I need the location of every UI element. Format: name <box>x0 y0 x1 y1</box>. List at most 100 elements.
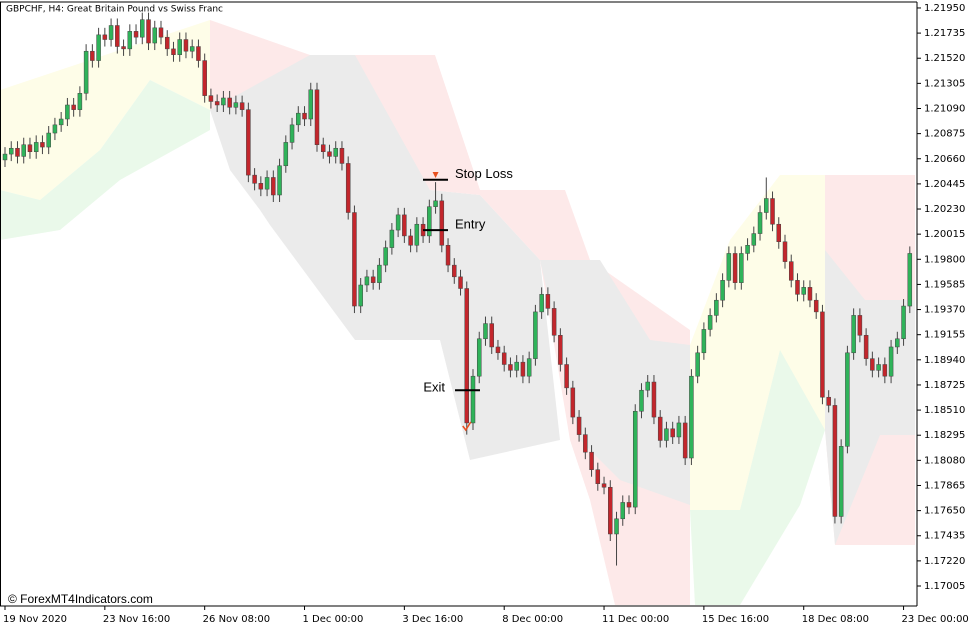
candle-body <box>345 163 351 213</box>
candle-body <box>558 335 563 365</box>
candle-body <box>33 142 39 152</box>
candle-body <box>189 46 195 52</box>
candle-body <box>757 212 763 234</box>
candle-body <box>183 39 189 52</box>
candle-body <box>102 34 108 40</box>
candle-body <box>2 153 8 161</box>
candle-body <box>333 147 338 157</box>
candle-body <box>870 358 875 371</box>
candle-body <box>65 104 70 120</box>
candle-body <box>96 34 101 61</box>
exit-check <box>462 421 472 432</box>
candle-body <box>838 446 844 517</box>
x-tick-label: 23 Dec 00:00 <box>902 614 969 625</box>
candle-body <box>470 375 476 424</box>
y-tick-label: 1.21090 <box>924 103 965 114</box>
candle-body <box>158 27 164 38</box>
y-tick-label: 1.19370 <box>924 305 965 316</box>
candle-body <box>152 27 158 44</box>
candle-body <box>857 315 863 336</box>
candle-body <box>608 486 613 535</box>
candle-body <box>414 223 420 246</box>
candle-body <box>533 311 538 359</box>
candle-body <box>695 352 700 377</box>
candle-body <box>645 381 650 391</box>
y-tick-label: 1.18295 <box>924 430 965 441</box>
candle-body <box>221 97 226 106</box>
candle-body <box>832 405 838 517</box>
candle-body <box>46 132 51 148</box>
candle-body <box>826 396 831 406</box>
candle-body <box>514 361 519 371</box>
y-tick-label: 1.21520 <box>924 53 965 64</box>
candle-body <box>140 19 145 38</box>
candle-body <box>83 50 89 94</box>
candle-body <box>751 233 757 246</box>
sell-arrow <box>432 172 439 178</box>
candle-body <box>664 428 669 441</box>
candle-body <box>21 144 26 157</box>
candle-body <box>632 411 638 508</box>
y-tick-label: 1.21950 <box>924 3 965 14</box>
candle-body <box>726 253 732 281</box>
x-tick-label: 8 Dec 00:00 <box>502 614 563 625</box>
y-tick-label: 1.20015 <box>924 229 965 240</box>
candle-body <box>314 89 320 145</box>
x-tick-label: 23 Nov 16:00 <box>103 614 170 625</box>
candle-body <box>339 147 345 164</box>
candle-body <box>526 358 532 377</box>
candle-body <box>71 104 76 110</box>
candle-body <box>27 144 33 152</box>
candle-body <box>302 112 307 120</box>
y-tick-label: 1.18510 <box>924 405 965 416</box>
y-tick-label: 1.18080 <box>924 455 965 466</box>
candle-body <box>395 214 401 231</box>
candle-body <box>895 338 900 348</box>
candle-body <box>452 264 457 278</box>
y-tick-label: 1.18940 <box>924 355 965 366</box>
candle-body <box>589 451 594 470</box>
candle-body <box>445 245 451 266</box>
candle-body <box>271 177 276 196</box>
candle-body <box>402 214 407 237</box>
y-tick-label: 1.17005 <box>924 581 965 592</box>
candle-body <box>614 518 619 535</box>
candle-body <box>352 212 357 307</box>
candle-body <box>252 174 257 184</box>
y-tick-label: 1.17435 <box>924 531 965 542</box>
candle-body <box>208 95 214 102</box>
x-tick-label: 19 Nov 2020 <box>3 614 67 625</box>
candle-body <box>115 25 120 47</box>
candle-body <box>58 118 64 126</box>
candle-body <box>127 31 133 50</box>
candle-body <box>801 287 806 295</box>
candle-body <box>233 102 239 108</box>
candle-body <box>358 284 363 307</box>
candle-body <box>501 352 507 365</box>
candle-body <box>776 223 782 243</box>
candle-body <box>876 364 881 371</box>
candle-body <box>539 294 544 313</box>
candle-body <box>489 323 494 348</box>
y-tick-label: 1.20445 <box>924 179 965 190</box>
y-tick-label: 1.17650 <box>924 506 965 517</box>
candle-body <box>595 469 601 484</box>
candle-body <box>601 483 607 488</box>
candle-body <box>851 315 856 354</box>
candle-body <box>77 93 83 110</box>
candle-body <box>888 346 894 377</box>
candle-body <box>845 352 850 447</box>
candle-body <box>239 102 245 110</box>
candle-body <box>689 375 694 459</box>
candle-body <box>707 315 713 330</box>
candle-body <box>583 434 588 453</box>
candle-body <box>508 364 513 371</box>
candle-body <box>389 229 395 248</box>
candle-body <box>439 200 445 246</box>
candle-body <box>383 247 388 266</box>
candle-body <box>739 253 744 283</box>
candle-body <box>464 288 470 424</box>
candle-body <box>495 346 501 354</box>
candle-body <box>764 198 769 213</box>
candle-body <box>202 60 207 96</box>
